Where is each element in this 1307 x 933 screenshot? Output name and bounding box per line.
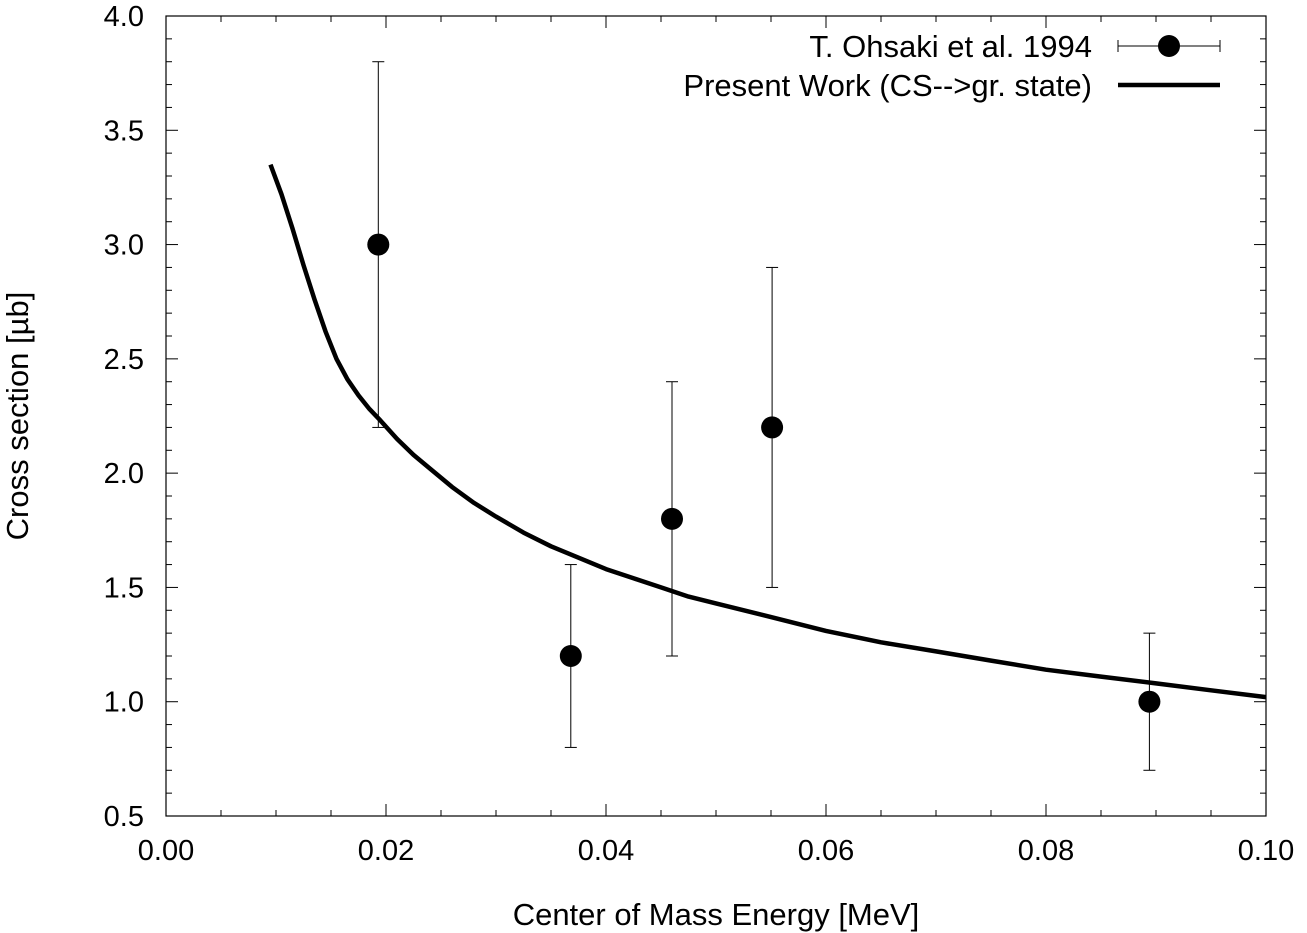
y-tick-label: 2.5 [104, 344, 144, 376]
x-tick-label: 0.04 [578, 835, 634, 867]
y-tick-label: 0.5 [104, 801, 144, 833]
y-tick-label: 1.0 [104, 687, 144, 719]
y-axis-label: Cross section [µb] [0, 292, 35, 541]
plot-border [165, 15, 1267, 817]
x-tick-label: 0.00 [138, 835, 194, 867]
data-point [1138, 690, 1161, 713]
x-tick-label: 0.02 [358, 835, 414, 867]
y-tick-label: 2.0 [104, 458, 144, 490]
x-tick-label: 0.06 [798, 835, 854, 867]
data-point [559, 645, 582, 667]
data-point [367, 233, 390, 256]
data-point [761, 416, 784, 439]
legend-label-present-work: Present Work (CS-->gr. state) [683, 68, 1092, 103]
x-tick-label: 0.08 [1018, 835, 1074, 867]
y-tick-label: 4.0 [104, 1, 144, 33]
y-tick-label: 1.5 [104, 572, 144, 604]
data-point [661, 507, 683, 530]
legend-label-ohsaki: T. Ohsaki et al. 1994 [809, 29, 1092, 64]
series-line-present-work [268, 163, 1267, 700]
legend-marker-ohsaki [1158, 35, 1180, 57]
y-tick-label: 3.5 [104, 115, 144, 147]
x-axis-label: Center of Mass Energy [MeV] [513, 897, 920, 932]
legend: T. Ohsaki et al. 1994 Present Work (CS--… [683, 29, 1221, 103]
x-tick-label: 0.10 [1238, 835, 1294, 867]
y-tick-label: 3.0 [104, 230, 144, 262]
series-layer [268, 61, 1267, 771]
plot-frame [165, 15, 1267, 817]
x-axis-ticks: 0.00 0.02 0.04 0.06 0.08 0.10 [138, 16, 1294, 867]
y-axis-ticks: 0.5 1.0 1.5 2.0 2.5 3.0 3.5 4.0 [104, 1, 1266, 833]
